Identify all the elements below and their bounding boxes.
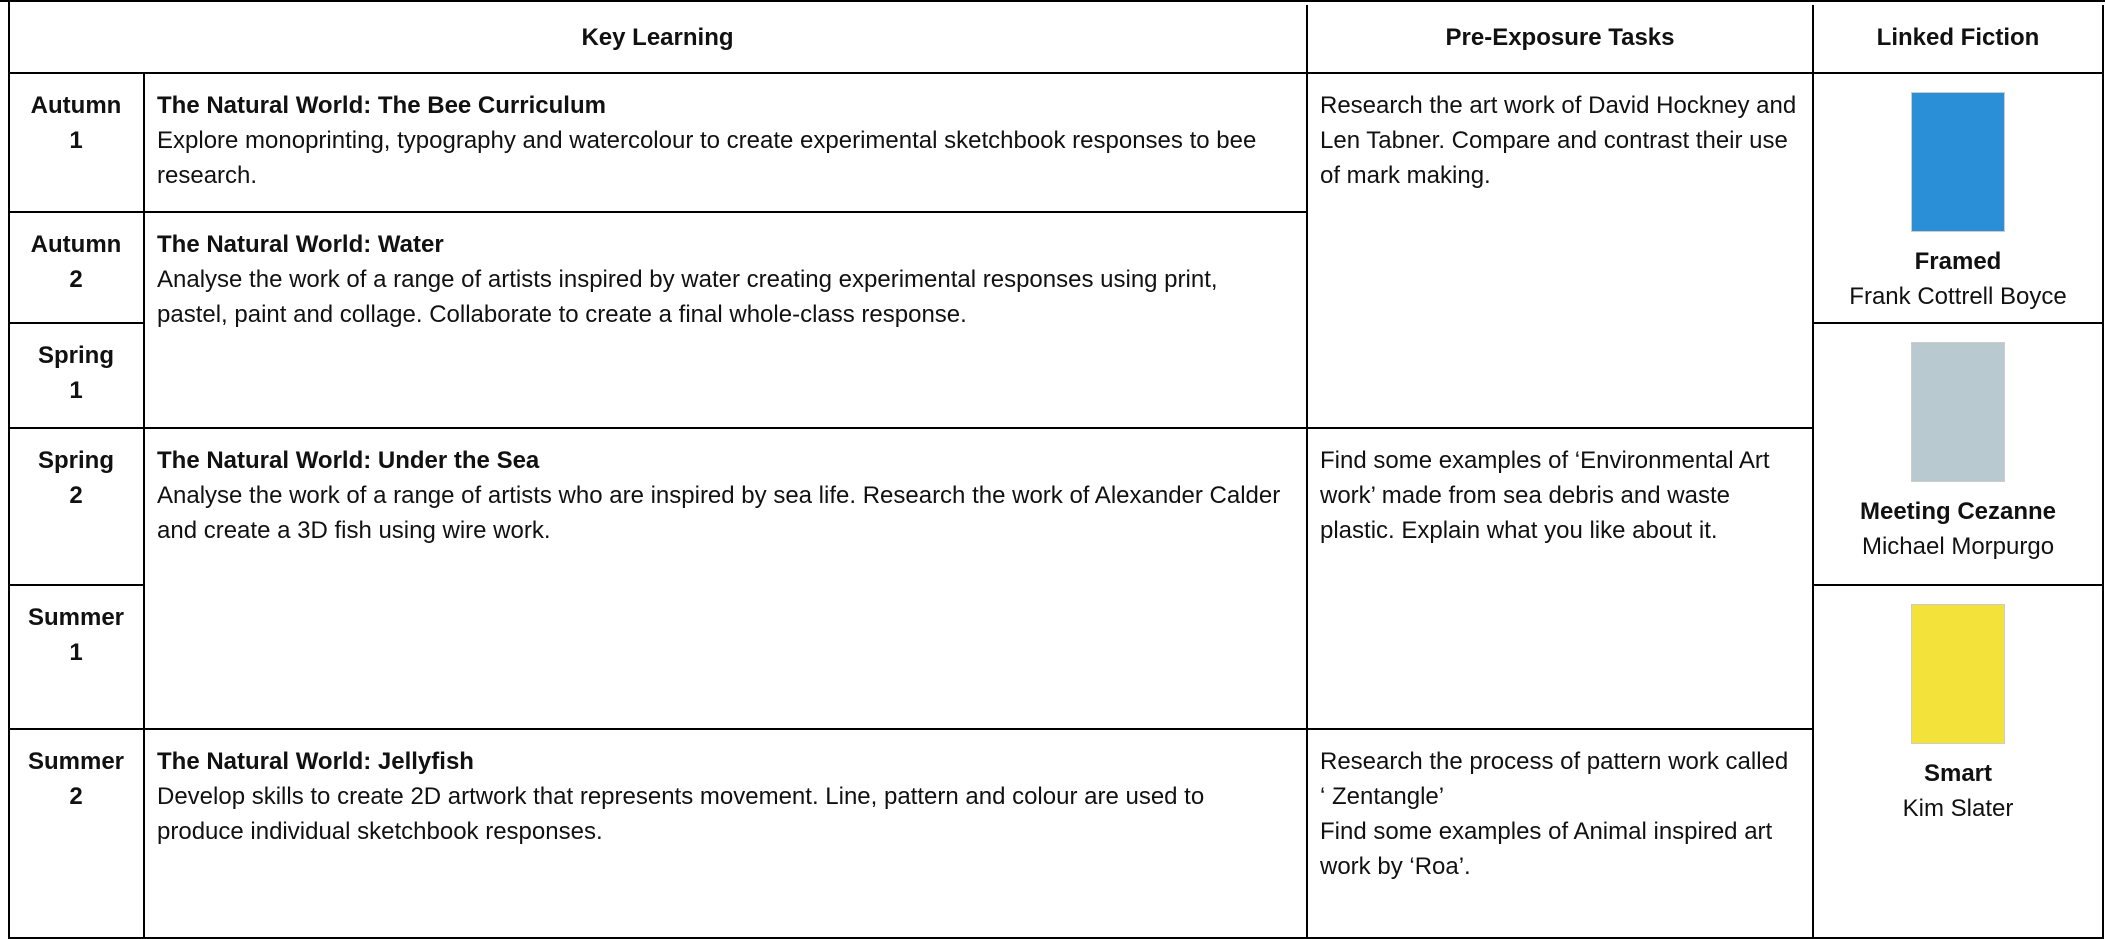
pre-exposure-cell: Research the art work of David Hockney a… [1308, 74, 1814, 429]
term-cell: Summer 2 [9, 730, 145, 939]
topic-text: Analyse the work of a range of artists i… [157, 266, 1218, 328]
term-number: 2 [69, 266, 83, 293]
header-cell: Key Learning [9, 5, 1308, 74]
term-name: Autumn [30, 231, 122, 258]
pre-exposure-cell: Find some examples of ‘Environmental Art… [1308, 429, 1814, 730]
term-cell: Spring 1 [9, 324, 145, 429]
term-number: 1 [69, 127, 83, 154]
header-text: Pre-Exposure Tasks [1445, 24, 1675, 51]
header-cell: Linked Fiction [1814, 5, 2104, 74]
key-learning-cell: The Natural World: Under the Sea Analyse … [145, 429, 1308, 730]
fiction-cell: Smart Kim Slater [1814, 586, 2104, 939]
book-title: Framed [1914, 248, 2002, 275]
topic-title: The Natural World: Water [157, 231, 444, 258]
topic-text: Develop skills to create 2D artwork that… [157, 783, 1205, 845]
header-cell: Pre-Exposure Tasks [1308, 5, 1814, 74]
term-cell: Spring 2 [9, 429, 145, 586]
term-cell: Autumn 2 [9, 213, 145, 324]
term-number: 1 [69, 639, 83, 666]
topic-title: The Natural World: Jellyfish [157, 748, 474, 775]
term-cell: Summer 1 [9, 586, 145, 730]
term-name: Summer [27, 748, 125, 775]
term-name: Summer [27, 604, 125, 631]
left-border [8, 2, 10, 939]
book-title: Smart [1923, 760, 1993, 787]
term-name: Spring [38, 342, 114, 369]
pre-exposure-cell: Research the process of pattern work cal… [1308, 730, 1814, 939]
term-name: Autumn [30, 92, 122, 119]
book-cover [1911, 92, 2005, 232]
header-text: Linked Fiction [1876, 24, 2040, 51]
book-title: Meeting Cezanne [1859, 498, 2057, 525]
task-text: Research the process of pattern work cal… [1320, 748, 1789, 810]
term-number: 1 [69, 377, 83, 404]
book-author: Michael Morpurgo [1861, 533, 2055, 560]
topic-text: Explore monoprinting, typography and wat… [157, 127, 1257, 189]
book-cover [1911, 604, 2005, 744]
book-author: Kim Slater [1902, 795, 2014, 822]
book-author: Frank Cottrell Boyce [1849, 283, 2067, 310]
task-text: Find some examples of Animal inspired ar… [1320, 818, 1773, 880]
key-learning-cell: The Natural World: Water Analyse the work… [145, 213, 1308, 429]
topic-title: The Natural World: Under the Sea [157, 447, 540, 474]
term-number: 2 [69, 482, 83, 509]
topic-title: The Natural World: The Bee Curriculum [157, 92, 606, 119]
term-name: Spring [38, 447, 114, 474]
key-learning-cell: The Natural World: The Bee Curriculum Exp… [145, 74, 1308, 213]
task-text: Research the art work of David Hockney a… [1320, 92, 1797, 189]
book-cover [1911, 342, 2005, 482]
fiction-cell: Framed Frank Cottrell Boyce [1814, 74, 2104, 324]
key-learning-cell: The Natural World: Jellyfish Develop skil… [145, 730, 1308, 939]
term-cell: Autumn 1 [9, 74, 145, 213]
term-number: 2 [69, 783, 83, 810]
task-text: Find some examples of ‘Environmental Art… [1320, 447, 1770, 544]
fiction-cell: Meeting Cezanne Michael Morpurgo [1814, 324, 2104, 586]
topic-text: Analyse the work of a range of artists w… [157, 482, 1281, 544]
header-text: Key Learning [581, 24, 734, 51]
